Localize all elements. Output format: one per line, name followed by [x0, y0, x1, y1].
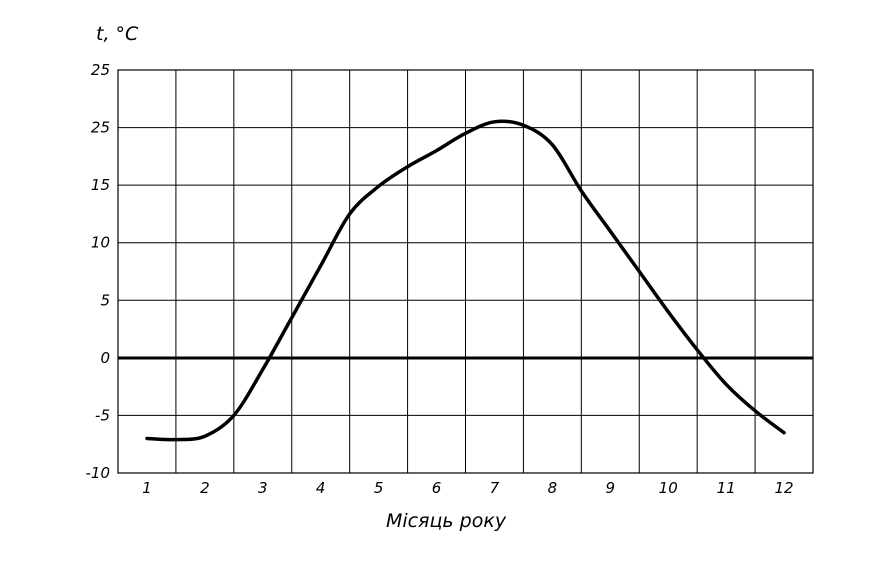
x-tick-label: 11: [717, 479, 736, 497]
x-tick-label: 3: [258, 479, 268, 497]
y-tick-label: -10: [86, 464, 111, 482]
x-tick-label: 5: [374, 479, 384, 497]
x-tick-label: 2: [200, 479, 210, 497]
temperature-line: [145, 119, 786, 442]
x-tick-label: 6: [432, 479, 442, 497]
x-tick-labels: 1 2 3 4 5 6 7 8 9 10 11 12: [142, 479, 793, 497]
y-tick-label: 5: [100, 291, 110, 309]
y-tick-label: 25: [91, 119, 110, 137]
x-tick-label: 12: [774, 479, 793, 497]
y-axis-title: t, °C: [96, 23, 139, 45]
plot-frame: [117, 69, 814, 474]
y-tick-label: 10: [91, 234, 110, 252]
x-tick-label: 1: [142, 479, 152, 497]
x-axis-title: Місяць року: [386, 510, 507, 532]
y-tick-label: 0: [100, 349, 110, 367]
y-tick-label: -5: [95, 406, 110, 424]
y-tick-label: 25: [91, 61, 110, 79]
grid: [118, 70, 813, 473]
x-tick-label: 8: [548, 479, 558, 497]
x-tick-label: 10: [659, 479, 678, 497]
x-tick-label: 7: [490, 479, 500, 497]
y-tick-labels: 25 25 15 10 5 0 -5 -10: [86, 61, 111, 482]
x-tick-label: 4: [316, 479, 326, 497]
x-tick-label: 9: [606, 479, 616, 497]
y-tick-label: 15: [91, 176, 110, 194]
